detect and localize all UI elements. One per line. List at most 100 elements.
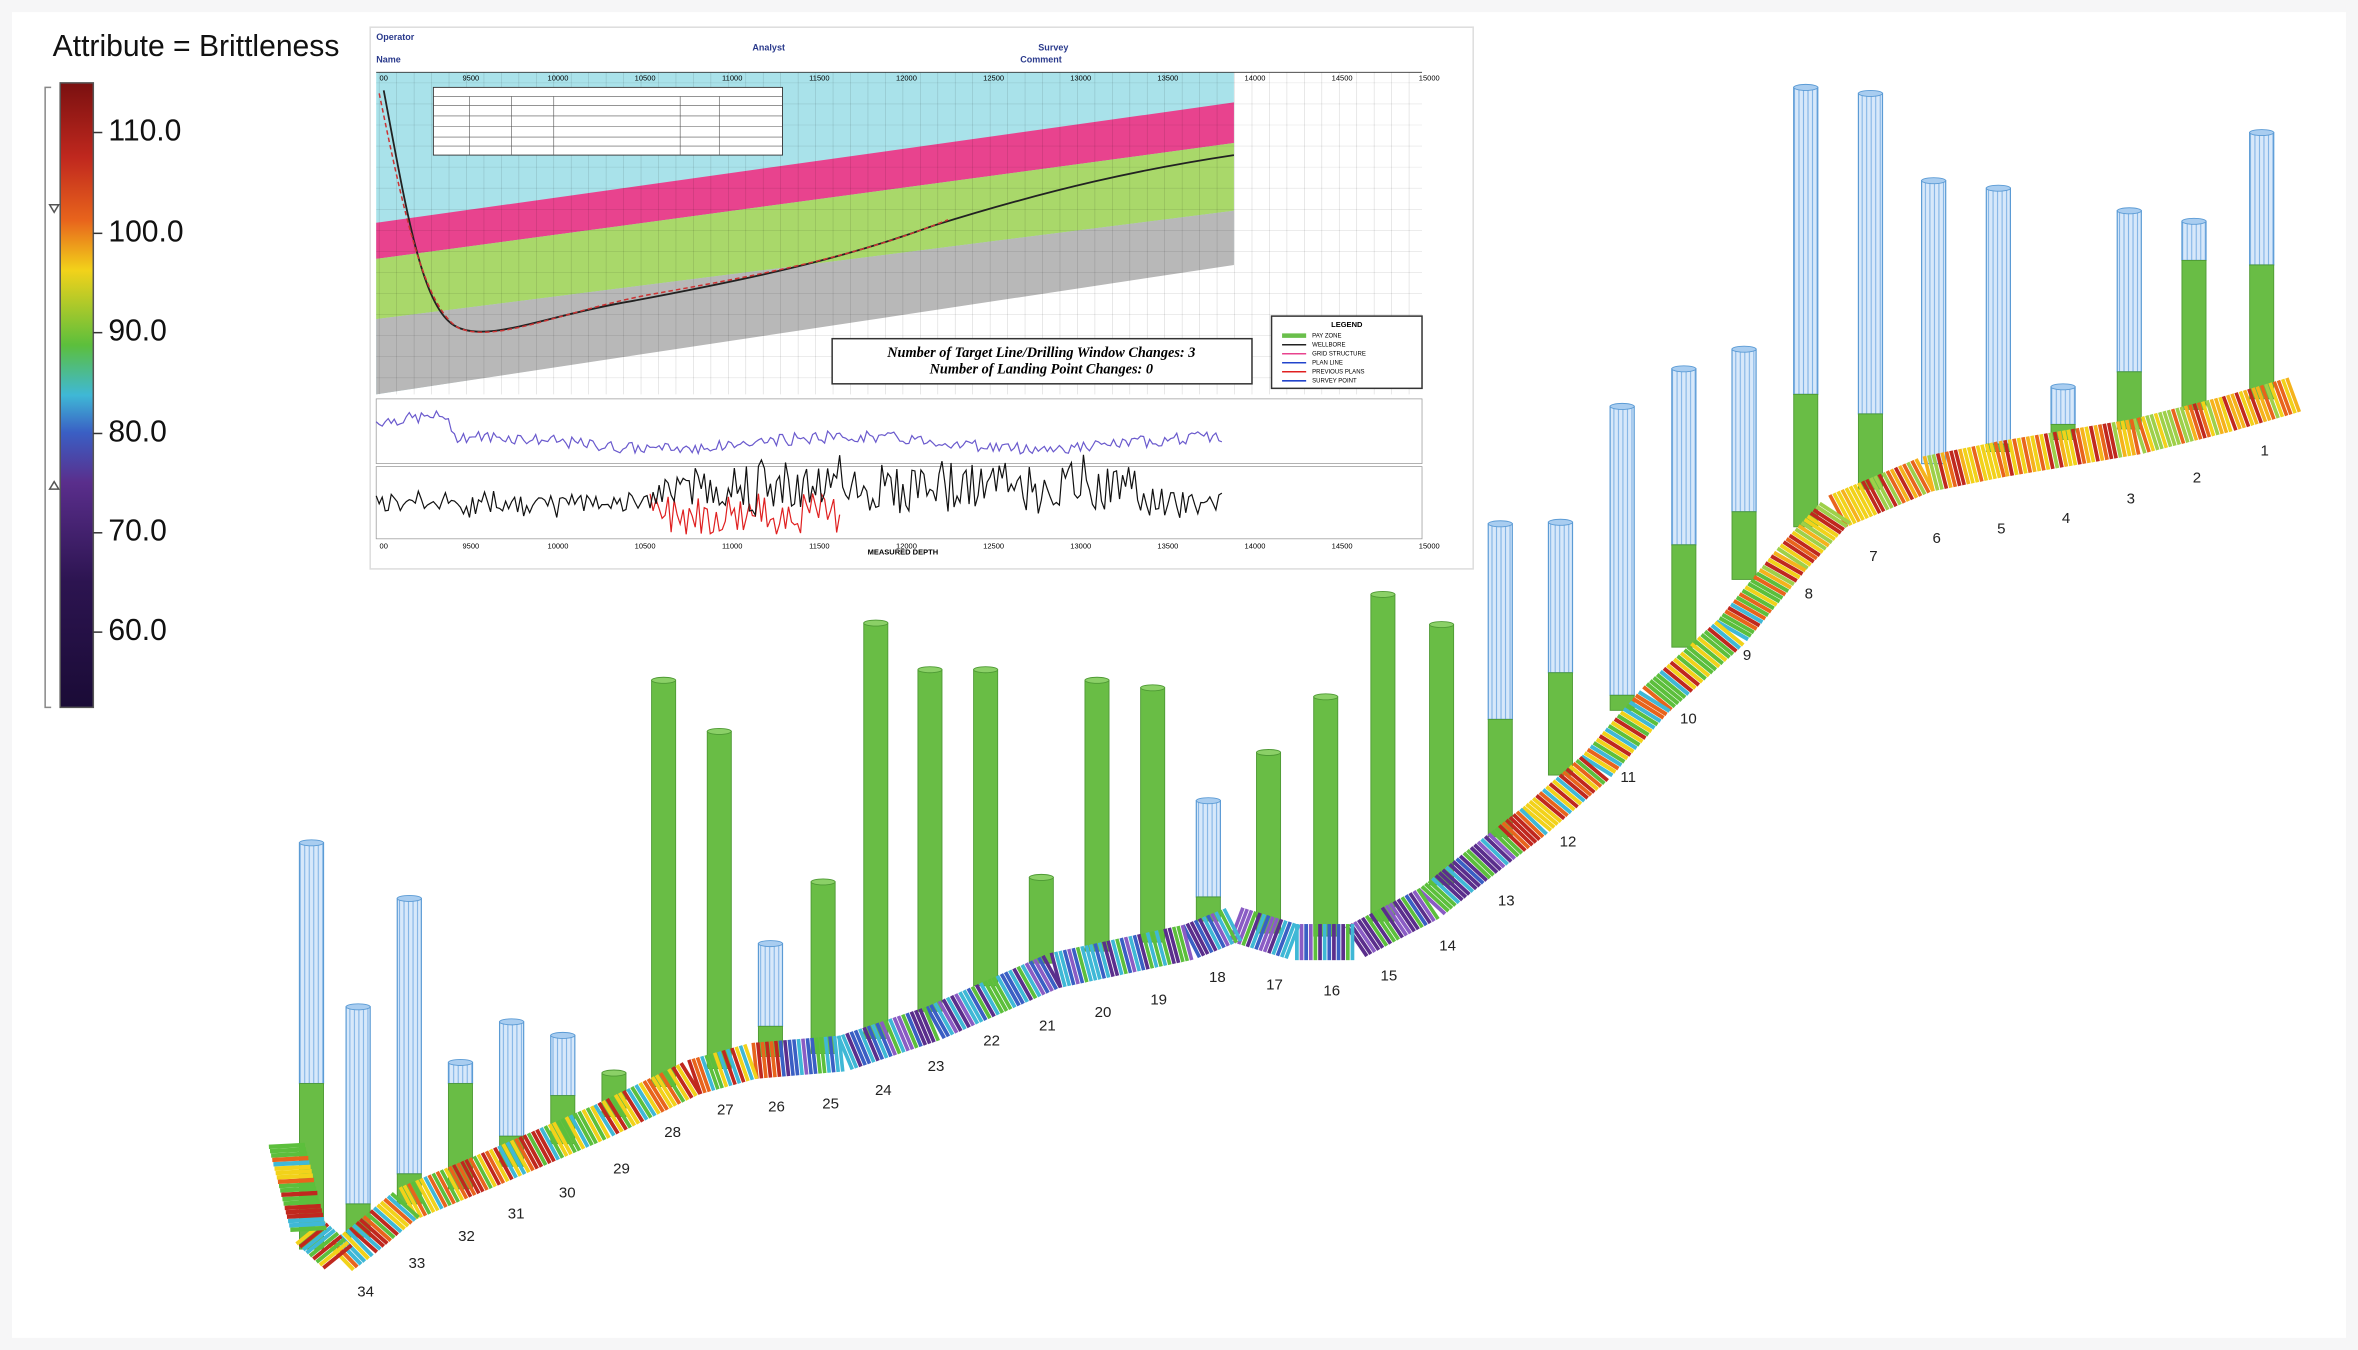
well-segment bbox=[987, 978, 1009, 1012]
well-segment bbox=[1642, 685, 1673, 712]
well-segment bbox=[1613, 717, 1647, 740]
well-segment bbox=[443, 1167, 465, 1202]
well-segment bbox=[1427, 879, 1457, 907]
log-curve bbox=[649, 492, 841, 535]
well-segment bbox=[1803, 517, 1836, 541]
well-segment bbox=[526, 1132, 548, 1166]
depth-tick-label: 10500 bbox=[635, 541, 656, 550]
well-segment bbox=[1715, 619, 1750, 642]
stage-label: 4 bbox=[2062, 510, 2070, 527]
depth-tick-label: 12000 bbox=[896, 73, 917, 82]
well-segment bbox=[2179, 406, 2194, 442]
well-segment bbox=[2097, 424, 2109, 461]
well-segment bbox=[1249, 913, 1267, 949]
well-segment bbox=[505, 1141, 527, 1175]
well-segment bbox=[2264, 383, 2280, 419]
well-segment bbox=[1372, 910, 1397, 943]
note-box bbox=[831, 337, 1253, 385]
blue-bar bbox=[498, 1021, 525, 1137]
well-segment bbox=[849, 1031, 867, 1066]
green-bar bbox=[863, 622, 889, 1039]
well-segment bbox=[1541, 788, 1573, 815]
bar-cap bbox=[2249, 129, 2275, 136]
well-segment bbox=[962, 989, 984, 1023]
well-segment bbox=[983, 980, 1005, 1014]
well-segment bbox=[1662, 666, 1694, 693]
well-segment bbox=[730, 1047, 746, 1083]
well-segment bbox=[1416, 887, 1440, 921]
well-segment bbox=[941, 998, 963, 1032]
well-segment bbox=[1349, 923, 1373, 956]
well-segment bbox=[1284, 923, 1301, 959]
well-segment bbox=[460, 1160, 481, 1195]
well-segment bbox=[2016, 437, 2028, 474]
well-segment bbox=[581, 1108, 603, 1143]
well-segment bbox=[1241, 911, 1258, 947]
well-segment bbox=[1604, 727, 1638, 750]
well-segment bbox=[1412, 890, 1436, 923]
well-segment bbox=[338, 1234, 367, 1263]
green-bar bbox=[1487, 718, 1513, 838]
well-segment bbox=[1690, 642, 1721, 669]
well-segment bbox=[1150, 931, 1163, 967]
well-segment bbox=[2102, 423, 2114, 460]
well-segment bbox=[1718, 616, 1752, 638]
colorbar-markers bbox=[48, 204, 61, 490]
green-bar bbox=[1370, 594, 1396, 922]
well-segment bbox=[322, 1243, 353, 1270]
well-segment bbox=[1008, 969, 1029, 1003]
well-segment bbox=[1598, 734, 1632, 757]
well-segment bbox=[1622, 707, 1656, 730]
well-segment bbox=[717, 1051, 733, 1087]
well-segment bbox=[2218, 396, 2233, 433]
well-segment bbox=[1404, 894, 1428, 927]
well-segment bbox=[1505, 818, 1534, 847]
depth-tick-label: 13500 bbox=[1157, 541, 1178, 550]
well-segment bbox=[695, 1056, 712, 1093]
blue-bar bbox=[1487, 523, 1513, 720]
well-segment bbox=[1710, 623, 1742, 650]
well-segment bbox=[1380, 906, 1404, 939]
well-segment bbox=[589, 1105, 611, 1139]
well-segment bbox=[390, 1191, 420, 1219]
well-segment bbox=[577, 1110, 598, 1145]
blue-bar bbox=[345, 1006, 371, 1205]
well-segment bbox=[1458, 854, 1488, 882]
well-segment bbox=[1049, 952, 1063, 989]
well-segment bbox=[949, 994, 971, 1029]
well-segment bbox=[560, 1117, 582, 1152]
well-segment bbox=[535, 1128, 556, 1163]
well-segment bbox=[1580, 754, 1614, 778]
well-segment bbox=[870, 1023, 889, 1059]
blue-bar bbox=[1609, 405, 1635, 696]
well-segment bbox=[2145, 414, 2160, 451]
well-segment bbox=[295, 1219, 326, 1246]
summary-table-grid bbox=[433, 96, 783, 156]
well-segment bbox=[326, 1242, 355, 1272]
depth-tick-label: 15000 bbox=[1419, 541, 1440, 550]
blue-bar bbox=[298, 842, 325, 1085]
log-curve bbox=[375, 454, 1223, 518]
well-segment bbox=[2039, 433, 2051, 470]
depth-tick-label: 14000 bbox=[1245, 541, 1266, 550]
green-bar bbox=[973, 669, 999, 987]
well-segment bbox=[925, 1005, 946, 1040]
well-segment bbox=[2201, 401, 2216, 437]
well-segment bbox=[1237, 909, 1254, 945]
well-segment bbox=[2259, 384, 2276, 420]
blue-bar bbox=[2181, 220, 2207, 262]
well-segment bbox=[905, 1012, 923, 1048]
stage-label: 8 bbox=[1805, 585, 1813, 602]
well-segment bbox=[1869, 476, 1890, 511]
well-segment bbox=[734, 1046, 750, 1082]
legend-label: WELLBORE bbox=[1312, 342, 1345, 348]
well-segment bbox=[585, 1107, 607, 1141]
well-segment bbox=[613, 1093, 637, 1127]
well-segment bbox=[1836, 490, 1857, 525]
well-segment bbox=[2205, 399, 2220, 436]
well-segment bbox=[1218, 909, 1239, 944]
well-segment bbox=[593, 1103, 616, 1137]
well-segment bbox=[302, 1225, 333, 1252]
depth-tick-label: 10000 bbox=[548, 541, 569, 550]
well-segment bbox=[398, 1186, 419, 1220]
